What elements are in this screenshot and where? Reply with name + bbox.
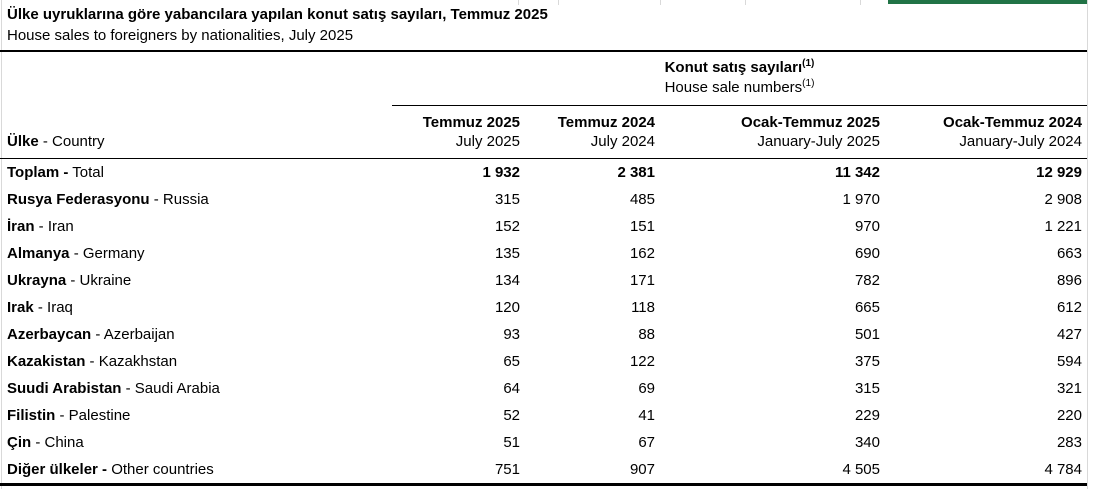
column-header-row: Ülke - Country Temmuz 2025 July 2025 Temm… [0,106,1087,159]
column-header-jan-july-2025: Ocak-Temmuz 2025 January-July 2025 [741,114,880,150]
country-cell: Çin - China [7,434,84,451]
country-cell: Almanya - Germany [7,245,145,262]
group-header-konut-satis: Konut satış sayıları(1) House sale numbe… [392,53,1087,106]
spreadsheet-gridline-tick [518,0,519,5]
value-cell: 970 [854,218,880,235]
value-cell: 690 [854,245,880,262]
column-header-july-2025: Temmuz 2025 July 2025 [422,114,520,150]
table-row: Filistin - Palestine 52 41 229 220 [0,402,1087,429]
value-cell: 896 [1056,272,1082,289]
value-cell: 122 [629,353,655,370]
footnote-marker: (1) [802,78,815,89]
value-cell: 612 [1056,299,1082,316]
table-row: Irak - Iraq 120 118 665 612 [0,294,1087,321]
value-cell: 2 381 [617,164,655,181]
country-cell: Irak - Iraq [7,299,73,316]
value-cell: 135 [494,245,520,262]
value-cell: 41 [638,407,655,424]
value-cell: 594 [1056,353,1082,370]
spreadsheet-gridline-tick [660,0,661,5]
value-cell: 2 908 [1044,191,1082,208]
value-cell: 4 784 [1044,461,1082,478]
value-cell: 663 [1056,245,1082,262]
value-cell: 162 [629,245,655,262]
value-cell: 782 [854,272,880,289]
value-cell: 907 [629,461,655,478]
country-cell: Suudi Arabistan - Saudi Arabia [7,380,220,397]
value-cell: 229 [854,407,880,424]
column-header-july-2024: Temmuz 2024 July 2024 [557,114,655,150]
country-cell: Toplam - Total [7,164,104,181]
table-row: Çin - China 51 67 340 283 [0,429,1087,456]
value-cell: 1 932 [482,164,520,181]
value-cell: 501 [854,326,880,343]
table-row: Rusya Federasyonu - Russia 315 485 1 970 2 9… [0,186,1087,213]
spreadsheet-gridline-tick [558,0,559,5]
country-cell: Azerbaycan - Azerbaijan [7,326,175,343]
value-cell: 665 [854,299,880,316]
value-cell: 485 [629,191,655,208]
value-cell: 1 970 [842,191,880,208]
table-row: Diğer ülkeler - Other countries 751 907 4 5… [0,456,1087,483]
page-title-turkish: Ülke uyruklarına göre yabancılara yapıla… [7,6,548,23]
value-cell: 427 [1056,326,1082,343]
country-cell: İran - Iran [7,218,74,235]
value-cell: 64 [503,380,520,397]
value-cell: 1 221 [1044,218,1082,235]
top-rule [0,50,1087,52]
table-row: İran - Iran 152 151 970 1 221 [0,213,1087,240]
value-cell: 11 342 [834,164,880,181]
footnote-marker: (1) [802,58,815,69]
value-cell: 283 [1056,434,1082,451]
value-cell: 321 [1056,380,1082,397]
value-cell: 118 [631,299,655,316]
table-row: Azerbaycan - Azerbaijan 93 88 501 427 [0,321,1087,348]
value-cell: 315 [854,380,880,397]
value-cell: 152 [494,218,520,235]
value-cell: 93 [503,326,520,343]
value-cell: 315 [494,191,520,208]
value-cell: 51 [503,434,520,451]
value-cell: 751 [494,461,520,478]
value-cell: 151 [629,218,655,235]
value-cell: 120 [494,299,520,316]
table-row: Kazakistan - Kazakhstan 65 122 375 594 [0,348,1087,375]
table-body: Toplam - Total 1 932 2 381 11 342 12 929 Rusy… [0,159,1087,486]
value-cell: 67 [638,434,655,451]
value-cell: 4 505 [842,461,880,478]
group-header-english: House sale numbers(1) [664,78,815,97]
value-cell: 375 [854,353,880,370]
country-cell: Filistin - Palestine [7,407,131,424]
group-header-turkish: Konut satış sayıları(1) [664,58,815,77]
value-cell: 69 [638,380,655,397]
column-header-country: Ülke - Country [7,133,105,150]
spreadsheet-gridline-left [1,0,2,489]
table-row: Suudi Arabistan - Saudi Arabia 64 69 315 321 [0,375,1087,402]
column-header-jan-july-2024: Ocak-Temmuz 2024 January-July 2024 [943,114,1082,150]
value-cell: 134 [494,272,520,289]
value-cell: 220 [1056,407,1082,424]
country-cell: Ukrayna - Ukraine [7,272,132,289]
value-cell: 171 [629,272,655,289]
page-title-english: House sales to foreigners by nationaliti… [7,27,354,44]
table-row: Almanya - Germany 135 162 690 663 [0,240,1087,267]
table-row: Ukrayna - Ukraine 134 171 782 896 [0,267,1087,294]
value-cell: 12 929 [1036,164,1082,181]
value-cell: 52 [503,407,520,424]
spreadsheet-gridline-right [1087,0,1088,489]
value-cell: 88 [638,326,655,343]
value-cell: 340 [854,434,880,451]
country-cell: Diğer ülkeler - Other countries [7,461,214,478]
country-cell: Kazakistan - Kazakhstan [7,353,178,370]
value-cell: 65 [503,353,520,370]
spreadsheet-gridline-tick [860,0,861,5]
country-cell: Rusya Federasyonu - Russia [7,191,209,208]
excel-green-row-fragment [888,0,1087,4]
table-row: Toplam - Total 1 932 2 381 11 342 12 929 [0,159,1087,186]
spreadsheet-gridline-tick [745,0,746,5]
